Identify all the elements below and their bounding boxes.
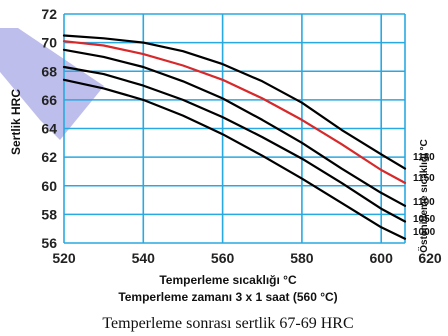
y-tick-label: 58	[41, 206, 57, 222]
series-group	[62, 34, 407, 240]
series-label-1150: 1150	[413, 173, 435, 184]
series-line-1150	[62, 40, 407, 184]
arrow-band-shape	[0, 28, 104, 140]
y-tick-labels: 56 58 60 62 64 66 68 70 72	[41, 6, 57, 251]
x-tick-label: 520	[52, 250, 76, 266]
y-axis-label: Sertlik HRC	[9, 89, 23, 155]
series-line-1100	[62, 48, 407, 207]
y-tick-label: 70	[41, 35, 57, 51]
x-axis-label-line1: Temperleme sıcaklığı °C	[159, 273, 297, 287]
right-axis-label: Östenitleme sıcaklığı °C	[417, 139, 430, 253]
y-tick-label: 62	[41, 149, 57, 165]
x-tick-label: 580	[290, 250, 314, 266]
series-labels: 1180 1150 1100 1050 1000	[413, 152, 436, 238]
series-label-1100: 1100	[413, 197, 435, 208]
y-tick-label: 66	[41, 92, 57, 108]
series-line-1050	[62, 65, 407, 223]
x-tick-labels: 520 540 560 580 600 620	[52, 250, 442, 266]
grid	[63, 13, 406, 244]
y-tick-label: 60	[41, 178, 57, 194]
x-axis-label-line2: Temperleme zamanı 3 x 1 saat (560 °C)	[118, 290, 337, 304]
y-tick-label: 56	[41, 235, 57, 251]
x-tick-label: 560	[211, 250, 235, 266]
series-label-1050: 1050	[413, 214, 436, 225]
x-tick-label: 540	[132, 250, 156, 266]
series-line-1000	[62, 78, 407, 240]
y-tick-label: 68	[41, 63, 57, 79]
y-tick-label: 64	[41, 121, 57, 137]
caption: Temperleme sonrası sertlik 67-69 HRC	[102, 315, 353, 332]
series-line-1180	[62, 34, 407, 170]
series-label-1180: 1180	[413, 152, 435, 163]
series-label-1000: 1000	[413, 227, 436, 238]
y-tick-label: 72	[41, 6, 57, 22]
x-tick-label: 620	[418, 250, 442, 266]
arrow-band-decoration	[0, 28, 104, 140]
x-tick-label: 600	[370, 250, 394, 266]
